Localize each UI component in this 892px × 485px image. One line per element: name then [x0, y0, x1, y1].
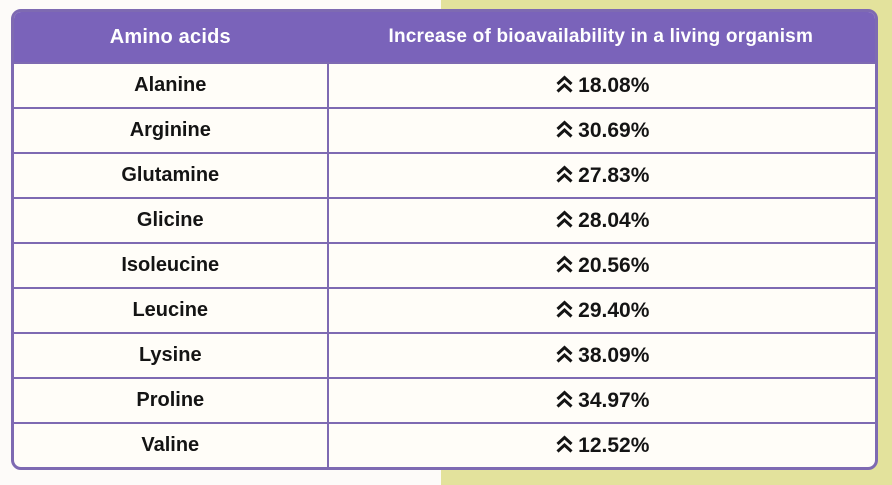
table-row: Valine 12.52% [14, 422, 875, 467]
double-chevron-up-icon [556, 165, 573, 183]
bioavailability-value: 38.09% [578, 343, 650, 367]
bioavailability-value-cell: 28.04% [326, 199, 875, 242]
double-chevron-up-icon [556, 300, 573, 318]
table-row: Lysine 38.09% [14, 332, 875, 377]
bioavailability-value: 30.69% [578, 118, 650, 142]
table-row: Glicine 28.04% [14, 197, 875, 242]
amino-acid-name: Alanine [134, 74, 207, 96]
bioavailability-value: 12.52% [578, 433, 650, 457]
table-row: Proline 34.97% [14, 377, 875, 422]
header-amino-acids: Amino acids [109, 25, 231, 48]
amino-acid-name: Proline [136, 389, 205, 411]
amino-acid-name: Lysine [138, 344, 202, 366]
table-header-row: Amino acids Increase of bioavailability … [14, 12, 875, 62]
bioavailability-value: 29.40% [578, 298, 650, 322]
double-chevron-up-icon [556, 120, 573, 138]
bioavailability-value: 20.56% [578, 253, 650, 277]
table-row: Leucine 29.40% [14, 287, 875, 332]
table-row: Glutamine 27.83% [14, 152, 875, 197]
bioavailability-value: 27.83% [578, 163, 650, 187]
table-row: Alanine 18.08% [14, 62, 875, 107]
amino-acids-table: Amino acids Increase of bioavailability … [11, 9, 878, 470]
double-chevron-up-icon [556, 390, 573, 408]
bioavailability-value-cell: 38.09% [326, 334, 875, 377]
bioavailability-value-cell: 27.83% [326, 154, 875, 197]
header-bioavailability: Increase of bioavailability in a living … [388, 26, 814, 47]
table-body: Alanine 18.08% Arginine 30.69% Glutamine… [14, 62, 875, 467]
bioavailability-value: 34.97% [578, 388, 650, 412]
bioavailability-value: 28.04% [578, 208, 650, 232]
double-chevron-up-icon [556, 210, 573, 228]
bioavailability-value-cell: 29.40% [326, 289, 875, 332]
amino-acid-name: Valine [141, 434, 200, 456]
bioavailability-value-cell: 12.52% [326, 424, 875, 467]
bioavailability-value-cell: 20.56% [326, 244, 875, 287]
double-chevron-up-icon [556, 345, 573, 363]
double-chevron-up-icon [556, 435, 573, 453]
table-row: Isoleucine 20.56% [14, 242, 875, 287]
amino-acid-name: Glutamine [121, 164, 220, 186]
amino-acid-name: Leucine [132, 299, 209, 321]
amino-acid-name: Arginine [129, 119, 211, 141]
amino-acid-name: Glicine [136, 209, 204, 231]
bioavailability-value-cell: 18.08% [326, 64, 875, 107]
bioavailability-value: 18.08% [578, 73, 650, 97]
double-chevron-up-icon [556, 255, 573, 273]
bioavailability-value-cell: 34.97% [326, 379, 875, 422]
amino-acid-name: Isoleucine [121, 254, 220, 276]
double-chevron-up-icon [556, 75, 573, 93]
table-row: Arginine 30.69% [14, 107, 875, 152]
bioavailability-value-cell: 30.69% [326, 109, 875, 152]
